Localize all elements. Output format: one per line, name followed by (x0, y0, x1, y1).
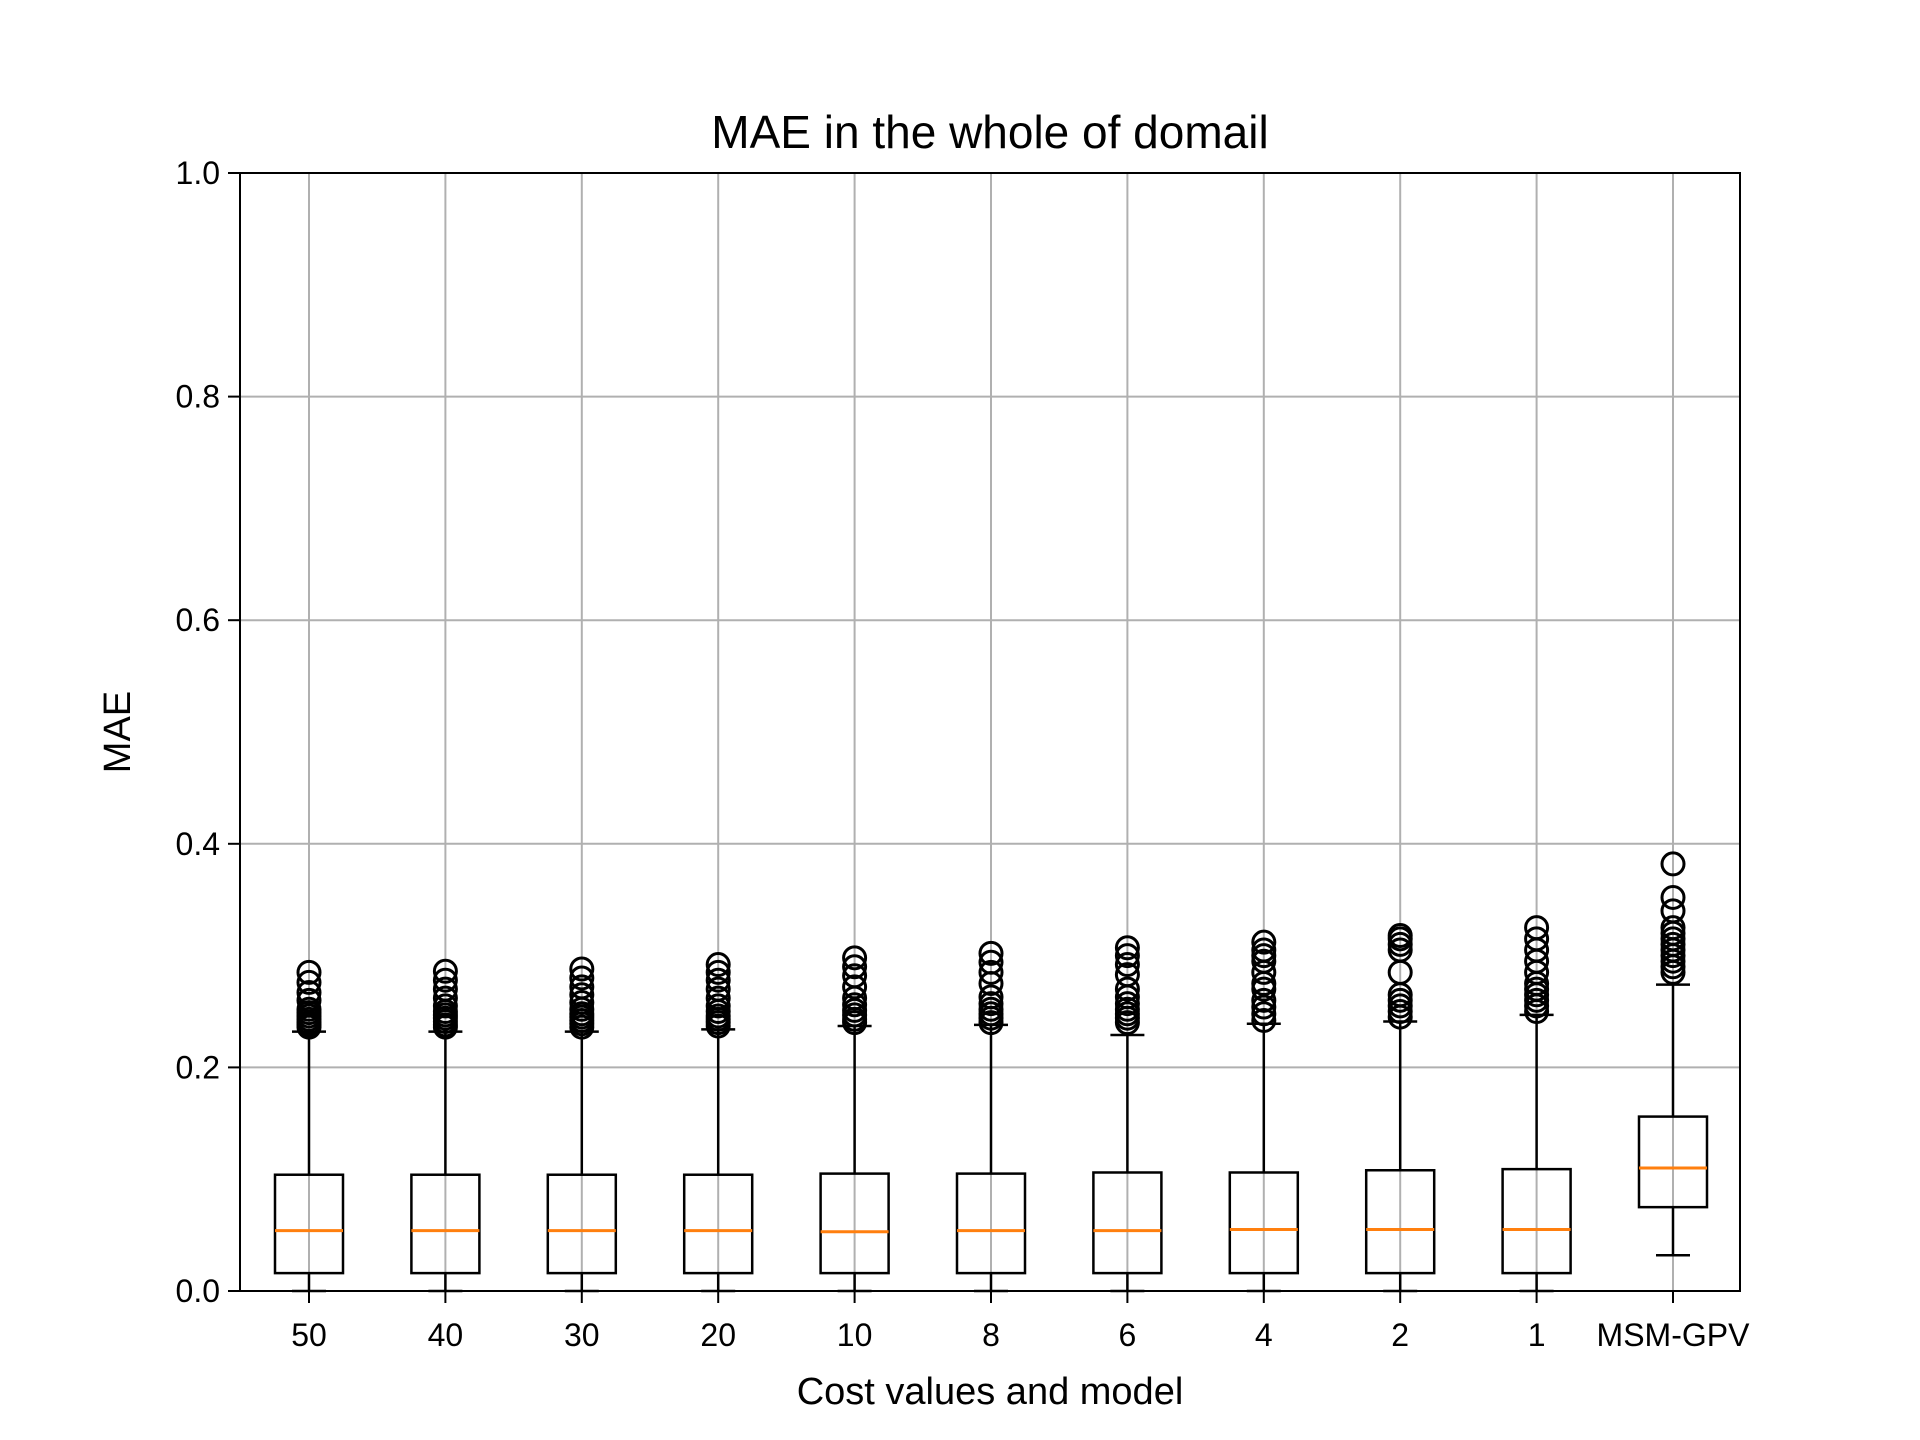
outlier-point (1251, 1007, 1277, 1033)
x-tick-label: 10 (837, 1317, 873, 1353)
outlier-point (978, 959, 1004, 985)
outlier-point (1114, 976, 1140, 1002)
iqr-box (1092, 1171, 1163, 1275)
y-tick-label: 0.6 (176, 602, 220, 638)
iqr-box (1637, 1115, 1709, 1209)
outlier-point (842, 963, 868, 989)
outlier-point (842, 945, 868, 971)
outlier-point (569, 965, 595, 991)
outlier-point (1114, 991, 1140, 1017)
outlier-point (1660, 851, 1686, 877)
y-tick-label: 1.0 (176, 155, 220, 191)
x-tick-label: 50 (291, 1317, 327, 1353)
outlier-point (978, 940, 1004, 966)
outlier-point (1251, 929, 1277, 955)
box-group-20 (682, 952, 754, 1293)
outlier-point (705, 967, 731, 993)
x-tick-label: 1 (1528, 1317, 1546, 1353)
outlier-point (705, 993, 731, 1019)
x-tick-label: 4 (1255, 1317, 1273, 1353)
x-tick-label: 6 (1119, 1317, 1137, 1353)
outlier-point (1524, 926, 1550, 952)
outlier-point (432, 976, 458, 1002)
outlier-point (705, 976, 731, 1002)
iqr-box (1364, 1169, 1436, 1275)
outlier-point (705, 952, 731, 978)
x-tick-label: 30 (564, 1317, 600, 1353)
outlier-point (1660, 898, 1686, 924)
box-group-40 (410, 958, 481, 1293)
outlier-point (432, 985, 458, 1011)
outlier-point (1524, 915, 1550, 941)
iqr-box (1228, 1171, 1300, 1275)
outlier-point (1251, 987, 1277, 1013)
outlier-point (705, 959, 731, 985)
outlier-point (1114, 943, 1140, 969)
outlier-point (978, 991, 1004, 1017)
iqr-box (682, 1173, 754, 1275)
outlier-point (569, 956, 595, 982)
outlier-point (705, 985, 731, 1011)
outlier-point (842, 974, 868, 1000)
outlier-point (569, 990, 595, 1016)
ticks: 0.0 0.2 0.4 0.6 0.8 1.0 50 40 30 20 10 8 6 4 2 1 MSM-GPV (176, 155, 1751, 1353)
box-group-50 (273, 959, 345, 1293)
outlier-point (1660, 915, 1686, 941)
outlier-point (978, 949, 1004, 975)
outlier-point (978, 984, 1004, 1010)
outlier-point (296, 979, 322, 1005)
iqr-box (546, 1173, 618, 1275)
x-tick-label: 40 (428, 1317, 464, 1353)
box-group-8 (955, 940, 1027, 1293)
iqr-box (955, 1172, 1027, 1275)
outlier-point (1251, 937, 1277, 963)
outlier-point (842, 954, 868, 980)
iqr-box (410, 1173, 481, 1275)
outlier-point (296, 969, 322, 995)
x-tick-label: 8 (982, 1317, 1000, 1353)
outlier-point (296, 987, 322, 1013)
y-tick-label: 0.2 (176, 1049, 220, 1085)
x-tick-label: 20 (700, 1317, 736, 1353)
y-tick-label: 0.8 (176, 379, 220, 415)
y-axis-label: MAE (97, 691, 139, 773)
outlier-point (1387, 922, 1413, 948)
box-group-MSM-GPV (1637, 851, 1709, 1257)
outlier-point (296, 996, 322, 1022)
x-tick-label: 2 (1391, 1317, 1409, 1353)
box-group-1 (1501, 915, 1572, 1293)
iqr-box (1501, 1167, 1572, 1275)
outlier-point (1114, 952, 1140, 978)
outlier-point (1660, 884, 1686, 910)
x-axis-label: Cost values and model (797, 1371, 1184, 1413)
outlier-point (432, 958, 458, 984)
outlier-point (1114, 935, 1140, 961)
outlier-point (1251, 1001, 1277, 1027)
outlier-point (569, 982, 595, 1008)
outlier-point (569, 974, 595, 1000)
y-tick-label: 0.4 (176, 826, 220, 862)
box-group-2 (1364, 922, 1436, 1293)
boxes (273, 851, 1709, 1293)
chart-title: MAE in the whole of domail (711, 106, 1268, 158)
iqr-box (819, 1172, 890, 1275)
outlier-point (296, 959, 322, 985)
outlier-point (1114, 962, 1140, 988)
x-tick-label: MSM-GPV (1597, 1317, 1751, 1353)
outlier-point (432, 993, 458, 1019)
outlier-point (432, 967, 458, 993)
outlier-point (842, 992, 868, 1018)
y-tick-label: 0.0 (176, 1273, 220, 1309)
iqr-box (273, 1173, 345, 1275)
